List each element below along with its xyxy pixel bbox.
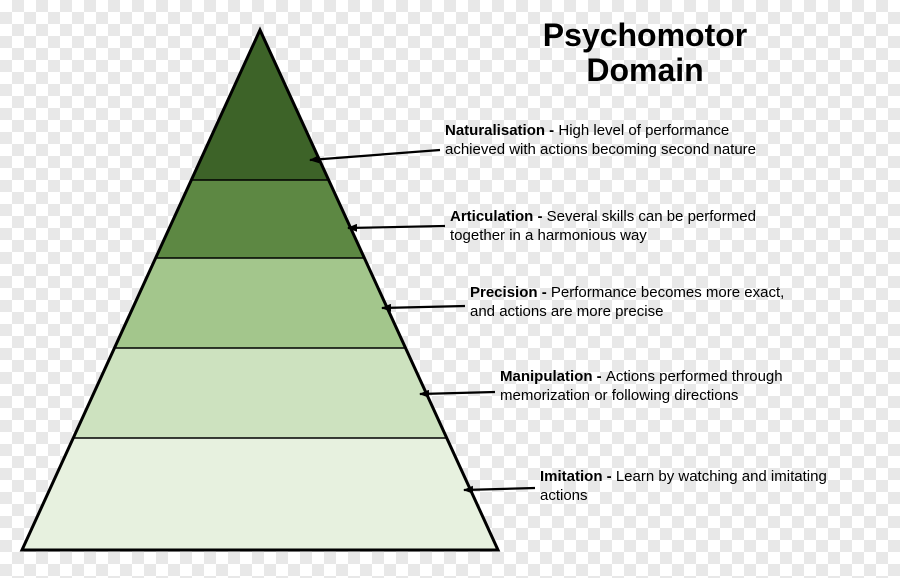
arrow-3 <box>420 392 495 394</box>
pyramid-band-3 <box>73 348 446 438</box>
level-label-1: Articulation - Several skills can be per… <box>450 208 780 246</box>
level-name: Imitation - <box>540 468 616 485</box>
pyramid-band-4 <box>22 438 498 550</box>
level-label-0: Naturalisation - High level of performan… <box>445 122 780 160</box>
arrow-4 <box>464 488 535 490</box>
level-label-2: Precision - Performance becomes more exa… <box>470 284 790 322</box>
arrow-0 <box>310 150 440 160</box>
diagram-canvas: Psychomotor Domain Naturalisation - High… <box>0 0 900 578</box>
title-line-2: Domain <box>586 52 703 88</box>
level-label-4: Imitation - Learn by watching and imitat… <box>540 468 840 506</box>
level-name: Naturalisation - <box>445 122 558 139</box>
level-name: Manipulation - <box>500 368 606 385</box>
level-name: Articulation - <box>450 208 547 225</box>
title-line-1: Psychomotor <box>543 17 747 53</box>
pyramid-bands <box>22 30 498 550</box>
diagram-title: Psychomotor Domain <box>465 18 825 88</box>
level-label-3: Manipulation - Actions performed through… <box>500 368 810 406</box>
arrow-1 <box>348 226 445 228</box>
pyramid-band-2 <box>114 258 405 348</box>
pyramid-band-0 <box>191 30 328 180</box>
arrow-2 <box>382 306 465 308</box>
level-name: Precision - <box>470 284 551 301</box>
